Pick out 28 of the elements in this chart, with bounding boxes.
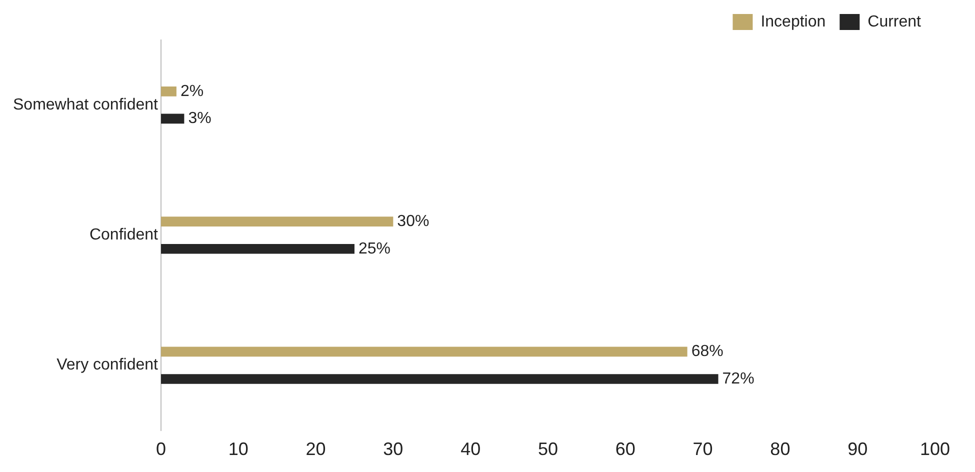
x-tick-label: 70 <box>692 439 713 460</box>
legend-label: Inception <box>760 13 826 30</box>
x-tick-label: 60 <box>615 439 636 460</box>
data-label: 25% <box>358 240 391 258</box>
legend-label: Current <box>868 13 922 30</box>
bar <box>160 86 176 96</box>
bar <box>160 374 718 384</box>
x-tick-label: 80 <box>770 439 790 460</box>
x-tick-label: 20 <box>306 439 326 460</box>
data-label: 68% <box>691 343 724 360</box>
x-tick-label: 10 <box>228 439 248 460</box>
bar <box>160 114 184 124</box>
data-label: 30% <box>397 212 430 230</box>
data-label: 2% <box>180 82 204 100</box>
bar <box>160 216 394 226</box>
data-label: 72% <box>722 370 754 388</box>
x-tick-label: 100 <box>920 439 950 460</box>
data-label: 3% <box>188 110 212 128</box>
bar <box>160 244 354 254</box>
y-tick-label: Very confident <box>56 356 159 374</box>
y-tick-label: Somewhat confident <box>12 96 159 114</box>
x-tick-label: 50 <box>538 439 558 460</box>
x-tick-label: 90 <box>848 439 868 460</box>
y-tick-label: Confident <box>89 226 159 244</box>
x-tick-label: 0 <box>156 439 166 460</box>
x-tick-label: 40 <box>460 439 481 460</box>
x-tick-label: 30 <box>383 439 404 460</box>
bar <box>160 346 688 357</box>
